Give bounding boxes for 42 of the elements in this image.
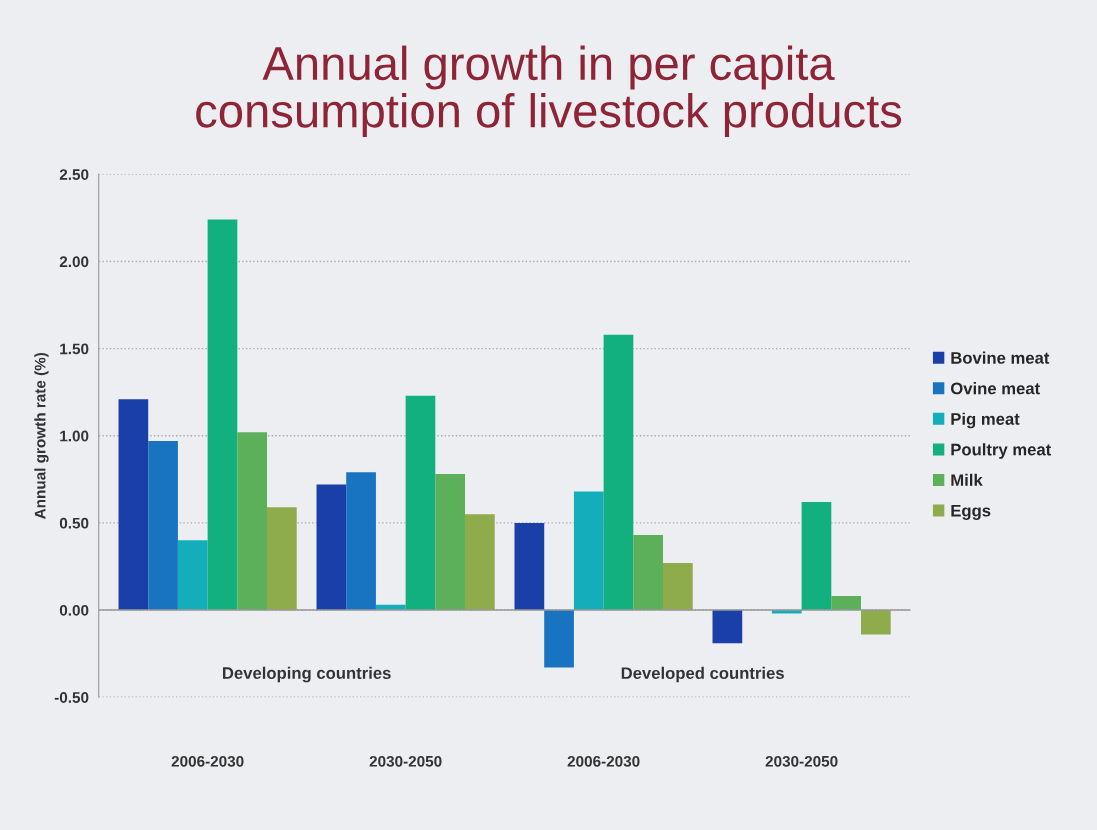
annotation: Developing countries — [223, 666, 391, 683]
bar — [861, 610, 891, 635]
y-tick-label: 1.00 — [60, 430, 89, 442]
bar — [573, 491, 604, 611]
legend-label: Ovine meat — [950, 382, 1040, 395]
legend-label: Eggs — [951, 504, 991, 520]
chart-title: Annual growth in per capita consumption of livestock products — [196, 45, 902, 138]
bar — [663, 562, 693, 611]
bar — [207, 219, 238, 611]
bar — [544, 610, 574, 668]
bar — [237, 432, 268, 611]
y-tick-label: 0.50 — [59, 517, 89, 529]
y-tick-label: 0.00 — [59, 604, 89, 616]
bar — [465, 514, 495, 611]
y-tick-label: -0.50 — [54, 692, 89, 703]
legend-label: Poultry meat — [951, 443, 1052, 459]
y-axis-title: Annual growth rate (%) — [34, 352, 49, 519]
bar — [405, 395, 436, 611]
bar — [346, 472, 376, 611]
x-tick-label: 2030-2050 — [765, 755, 838, 767]
bar — [118, 399, 149, 611]
bar — [712, 610, 743, 644]
bar — [514, 522, 545, 611]
legend-label: Milk — [951, 473, 983, 486]
y-tick-label: 2.00 — [59, 256, 89, 268]
bar — [316, 484, 347, 611]
bar — [603, 334, 634, 611]
bar — [148, 440, 178, 611]
bar — [801, 501, 832, 611]
y-tick-label: 2.50 — [59, 169, 89, 180]
annotation: Developed countries — [621, 666, 784, 683]
bar — [633, 535, 664, 611]
bar — [267, 507, 297, 611]
bar — [435, 474, 466, 611]
x-tick-label: 2030-2050 — [369, 755, 442, 767]
x-tick-label: 2006-2030 — [567, 755, 640, 767]
y-tick-label: 1.50 — [60, 343, 89, 355]
bar — [177, 540, 208, 611]
x-tick-label: 2006-2030 — [171, 755, 244, 767]
legend-label: Bovine meat — [951, 351, 1050, 364]
legend-label: Pig meat — [951, 412, 1020, 429]
bar — [831, 596, 862, 611]
